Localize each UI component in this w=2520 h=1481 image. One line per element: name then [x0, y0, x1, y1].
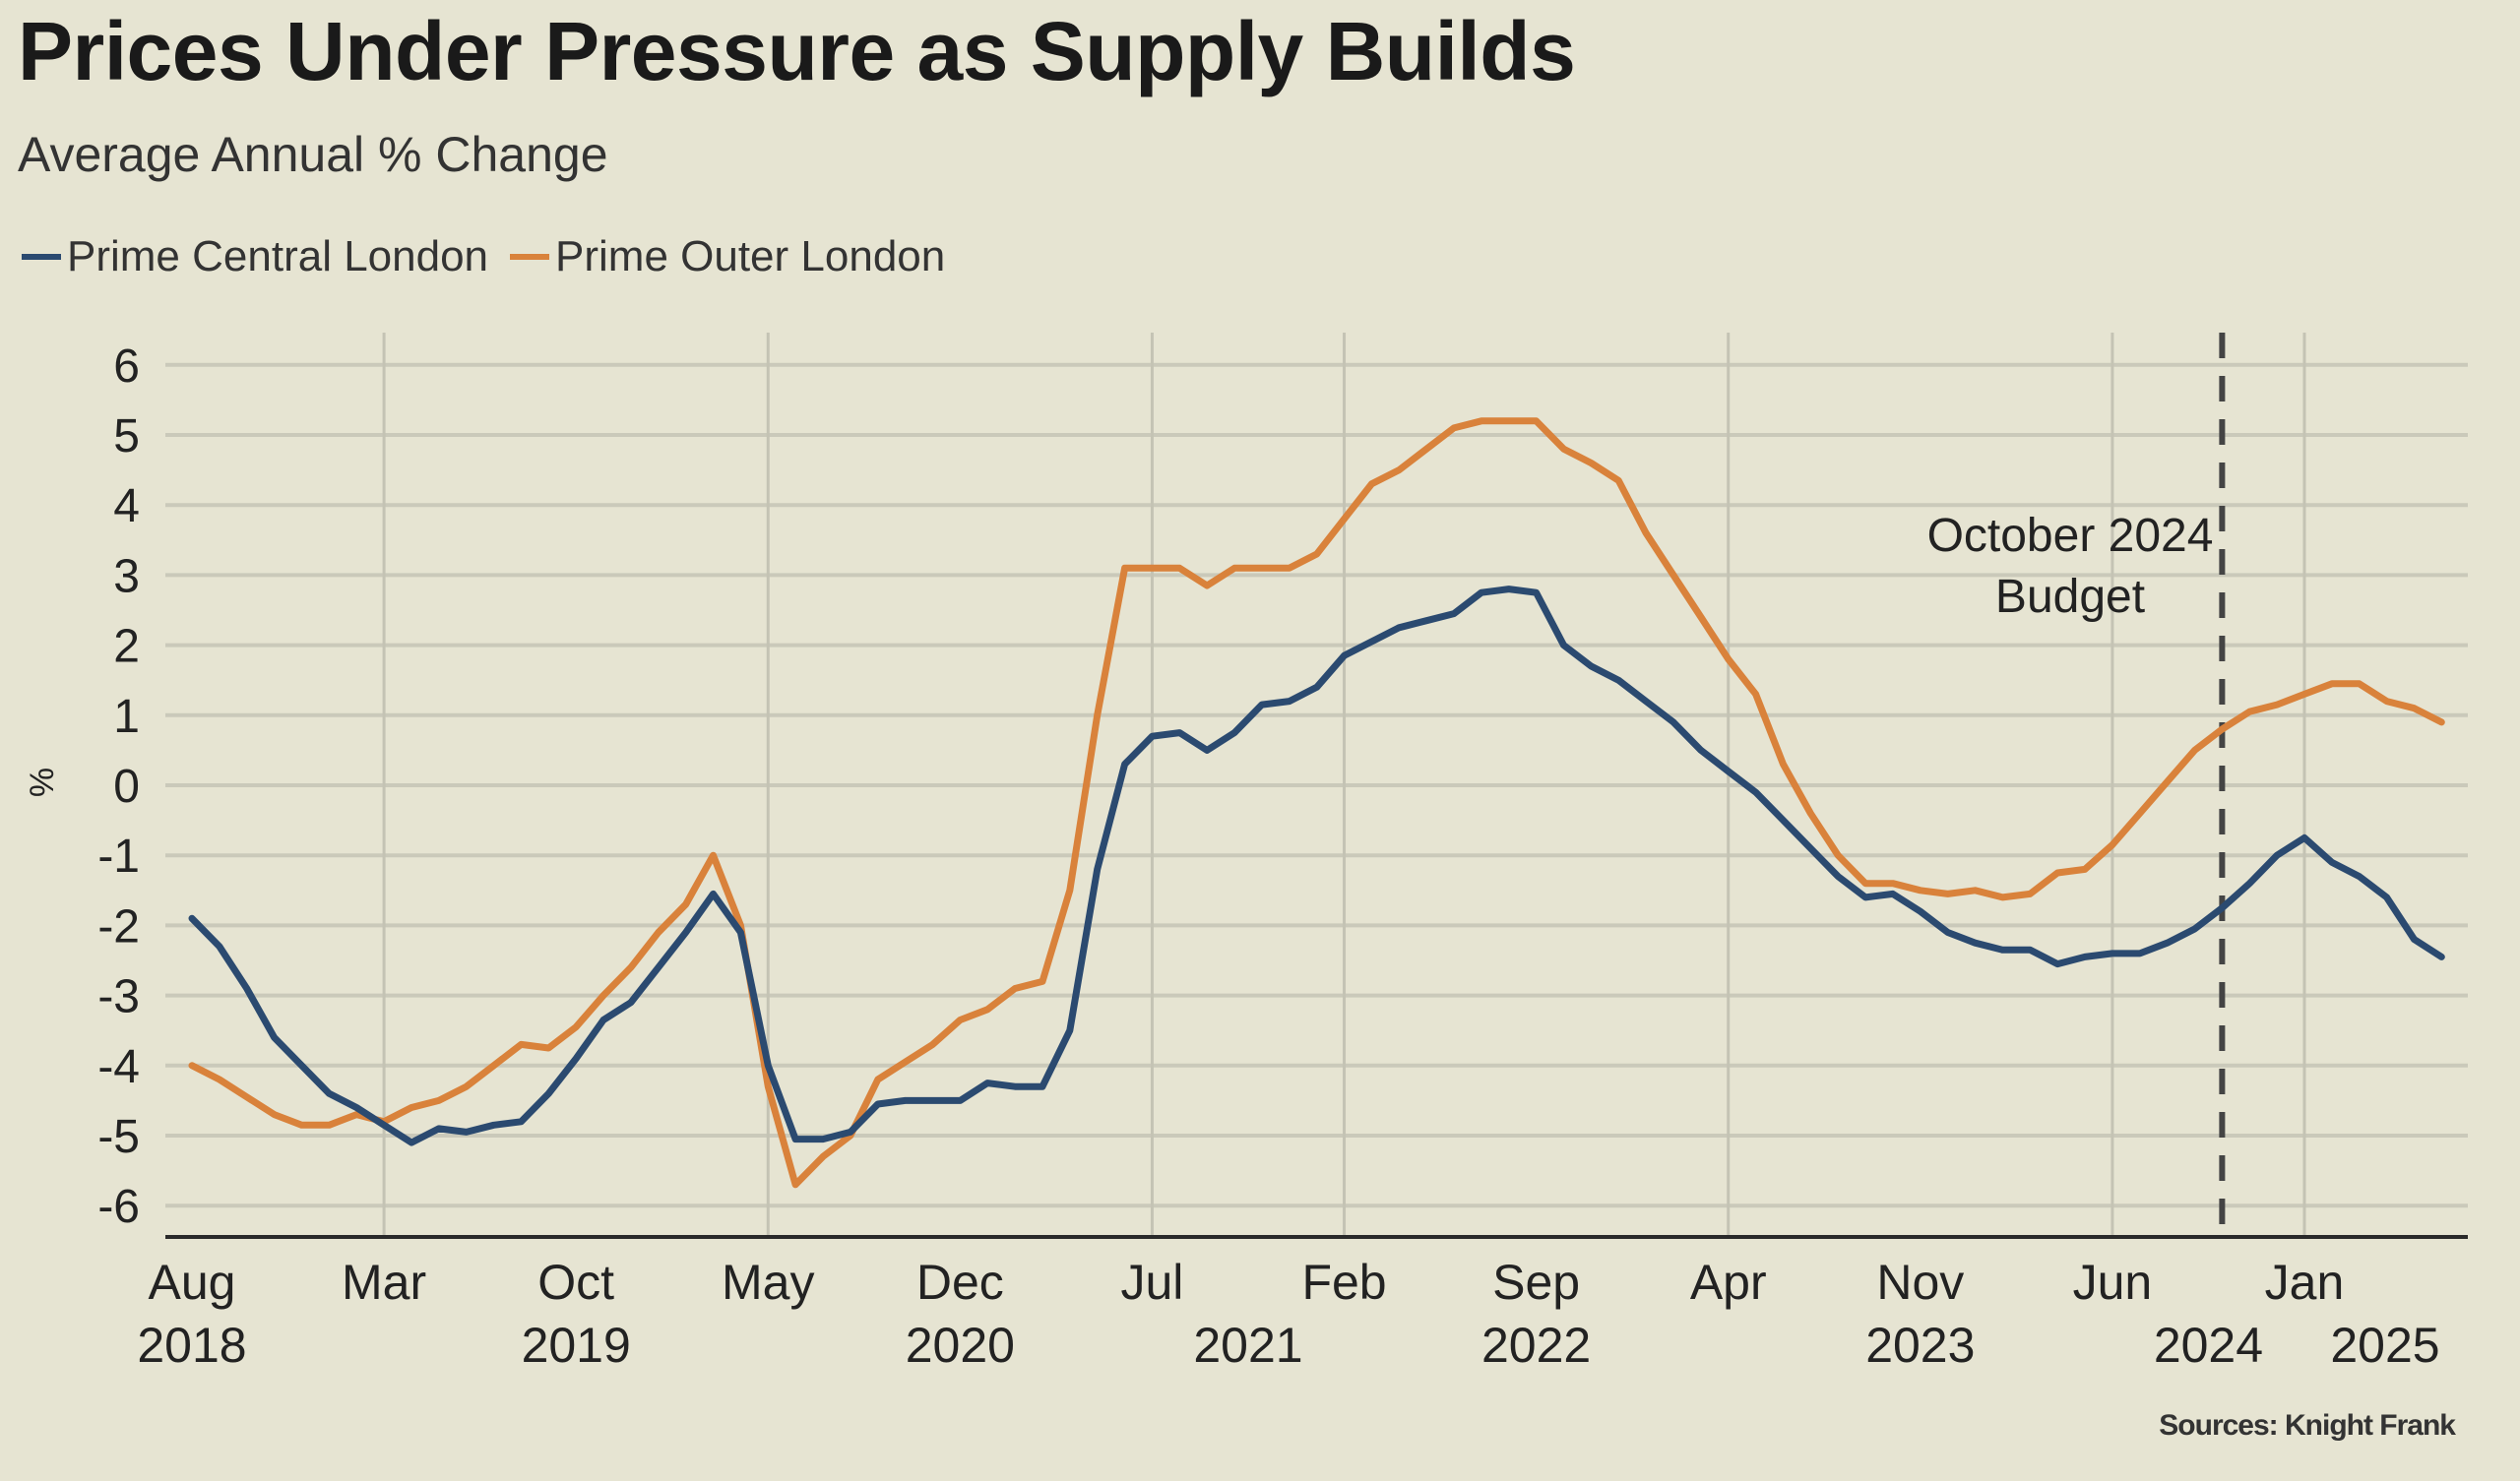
x-tick-label-month: Dec: [916, 1255, 1004, 1310]
legend-swatch: [22, 254, 61, 260]
legend-item-prime-outer-london: Prime Outer London: [510, 232, 945, 281]
legend-item-prime-central-london: Prime Central London: [22, 232, 488, 281]
y-tick-label: -3: [97, 971, 140, 1023]
x-tick-label-year: 2023: [1865, 1318, 1975, 1373]
y-tick-label: 6: [113, 340, 140, 393]
y-tick-label: -4: [97, 1041, 140, 1093]
y-tick-label: -1: [97, 831, 140, 883]
x-tick-label-month: Nov: [1876, 1255, 1964, 1310]
source-note: Sources: Knight Frank: [2159, 1409, 2456, 1442]
x-tick-label-month: Feb: [1301, 1255, 1386, 1310]
y-tick-label: 4: [113, 480, 140, 532]
x-tick-label-month: Oct: [537, 1255, 614, 1310]
x-tick-label-month: Sep: [1492, 1255, 1580, 1310]
chart-title: Prices Under Pressure as Supply Builds: [18, 5, 1576, 97]
x-tick-label-year: 2019: [522, 1318, 631, 1373]
x-tick-label-year: 2022: [1481, 1318, 1591, 1373]
x-tick-label-year: 2021: [1193, 1318, 1302, 1373]
x-tick-label-year: 2025: [2330, 1318, 2439, 1373]
y-tick-label: -5: [97, 1111, 140, 1163]
y-tick-label: 3: [113, 550, 140, 602]
y-tick-label: -6: [97, 1181, 140, 1233]
legend-swatch: [510, 254, 550, 260]
y-axis-label: %: [24, 768, 61, 797]
legend-label: Prime Outer London: [555, 232, 946, 280]
x-tick-label-month: May: [722, 1255, 814, 1310]
x-tick-label-month: Apr: [1690, 1255, 1767, 1310]
x-tick-label-month: Jun: [2073, 1255, 2153, 1310]
y-tick-label: 0: [113, 761, 140, 813]
y-tick-label: 2: [113, 621, 140, 673]
annotation-label: Budget: [1995, 571, 2145, 623]
x-tick-label-year: 2018: [137, 1318, 246, 1373]
y-tick-label: 1: [113, 691, 140, 743]
legend-label: Prime Central London: [67, 232, 489, 280]
x-tick-label-month: Jul: [1120, 1255, 1183, 1310]
x-tick-label-month: Jan: [2265, 1255, 2345, 1310]
annotation-label: October 2024: [1927, 510, 2214, 562]
series-line-prime-outer-london: [188, 417, 2445, 1189]
x-tick-label-year: 2020: [906, 1318, 1015, 1373]
x-tick-label-month: Aug: [149, 1255, 236, 1310]
chart-subtitle: Average Annual % Change: [18, 127, 608, 182]
x-tick-label-month: Mar: [342, 1255, 426, 1310]
x-tick-label-year: 2024: [2154, 1318, 2263, 1373]
series-line-prime-central-london: [188, 586, 2445, 1146]
y-tick-label: -2: [97, 900, 140, 953]
y-tick-label: 5: [113, 410, 140, 463]
legend: Prime Central London Prime Outer London: [22, 232, 967, 281]
